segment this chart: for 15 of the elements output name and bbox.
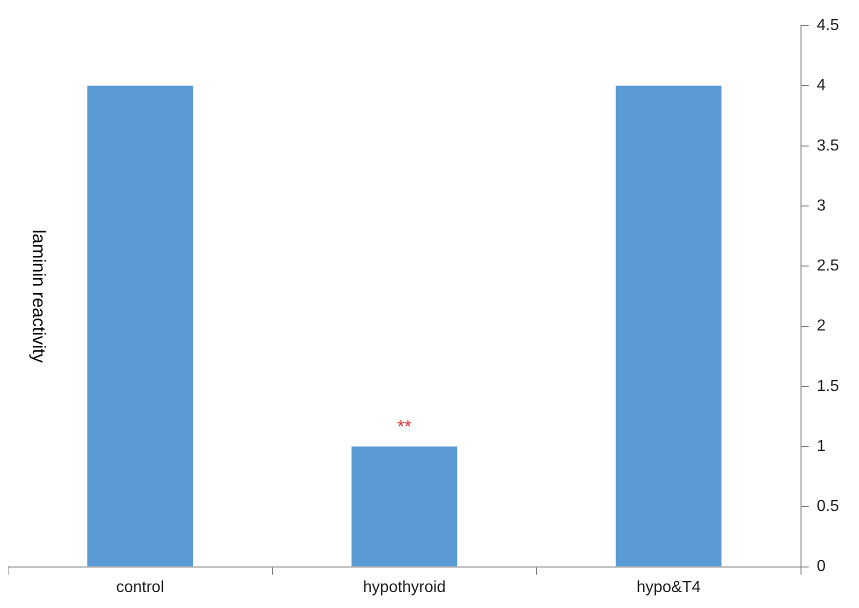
y-tick-label: 2 — [816, 318, 826, 335]
x-tick-label: hypo&T4 — [636, 578, 701, 596]
y-tick-label: 0.5 — [816, 498, 840, 516]
y-tick-label: 1.5 — [816, 378, 840, 395]
y-tick-label: 0 — [816, 558, 826, 576]
annotation: ** — [397, 416, 412, 436]
y-tick-label: 4.5 — [816, 17, 840, 34]
y-tick-label: 1 — [816, 438, 826, 455]
x-tick-label: control — [116, 578, 164, 596]
y-tick-label: 3.5 — [816, 137, 840, 154]
y-axis-title: laminin reactivity — [29, 230, 50, 363]
x-tick-label: hypothyroid — [363, 578, 446, 596]
y-tick-label: 2.5 — [816, 258, 840, 275]
y-tick-label: 3 — [816, 197, 826, 214]
y-tick-label: 4 — [816, 77, 826, 94]
